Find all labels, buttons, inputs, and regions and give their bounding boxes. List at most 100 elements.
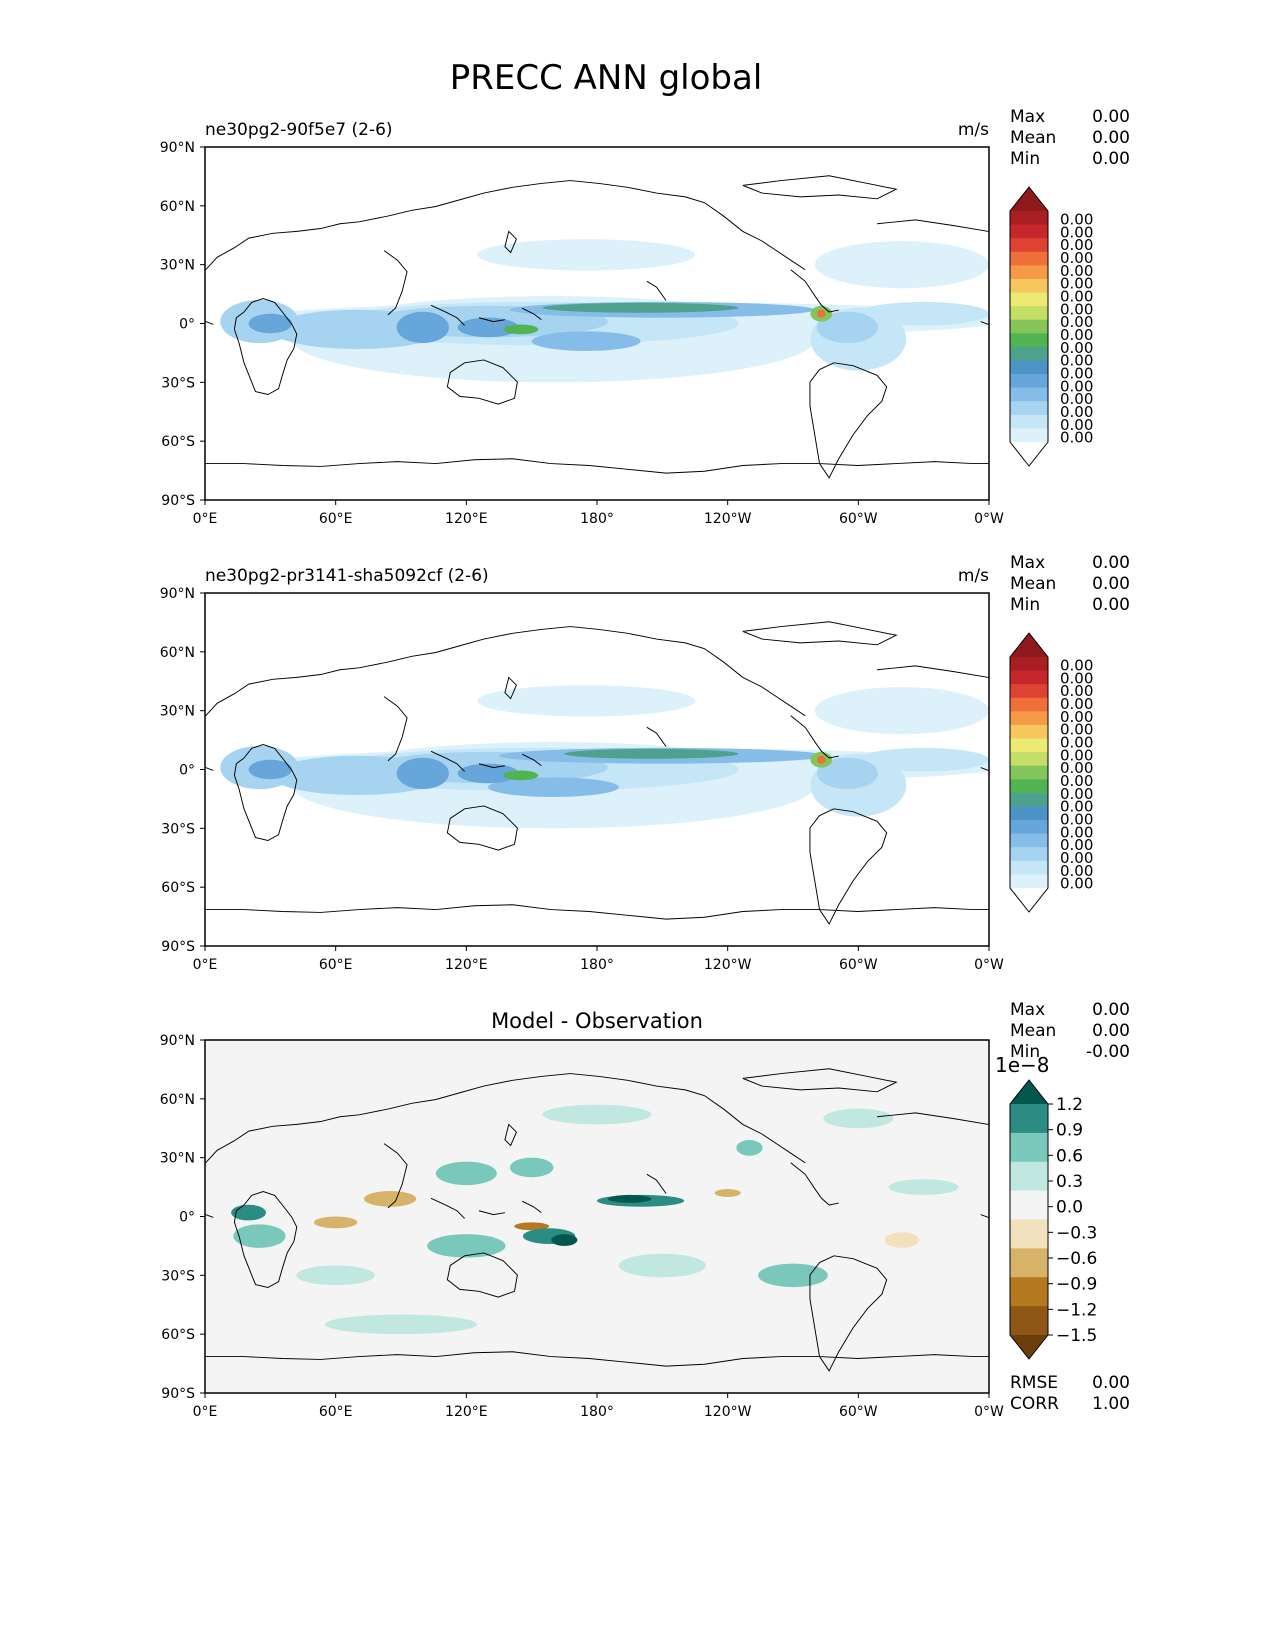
contour-blob — [531, 331, 641, 351]
colorbar-tick-label: 0.00 — [1060, 708, 1093, 726]
colorbar-tick-label: −0.6 — [1056, 1249, 1097, 1269]
contour-blob — [542, 302, 739, 313]
colorbar-tick-label: 0.00 — [1060, 223, 1093, 241]
x-tick-label: 180° — [580, 511, 614, 527]
colorbar-band — [1010, 1219, 1048, 1249]
colorbar-band — [1010, 374, 1048, 389]
colorbar-tick-label: 0.00 — [1060, 875, 1093, 893]
stat-label: Mean — [1010, 128, 1056, 148]
colorbar-band — [1010, 346, 1048, 361]
colorbar-band — [1010, 874, 1048, 889]
colorbar-tick-label: 0.00 — [1060, 275, 1093, 293]
colorbar-band — [1010, 265, 1048, 280]
colorbar-band — [1010, 779, 1048, 794]
colorbar-tick-label: −1.5 — [1056, 1326, 1097, 1346]
contour-blob — [363, 1191, 417, 1207]
colorbar-tick-label: 0.00 — [1060, 326, 1093, 344]
x-tick-label: 0°W — [974, 1404, 1004, 1420]
contour-blob — [248, 759, 293, 780]
contour-blob — [888, 1179, 959, 1195]
x-tick-label: 120°E — [445, 511, 488, 527]
contour-blob — [816, 309, 826, 318]
contour-field — [220, 239, 989, 383]
colorbar-extend-min — [1010, 442, 1048, 466]
colorbar-band — [1010, 657, 1048, 672]
contour-blob — [714, 1189, 741, 1197]
colorbar-tick-label: 1.2 — [1056, 1095, 1083, 1115]
units-label: m/s — [958, 120, 989, 140]
contour-blob — [503, 770, 539, 781]
map-panel-3: 0°E 60°E 120°E 180° 120°W 60°W 0°W 90°N 60°N 30°N… — [160, 1000, 1130, 1420]
colorbar-tick-label: −0.9 — [1056, 1275, 1097, 1295]
colorbar-band — [1010, 211, 1048, 226]
y-tick-label: 60°S — [161, 880, 195, 896]
colorbar-tick-label: 0.00 — [1060, 823, 1093, 841]
y-tick-label: 90°S — [161, 1386, 195, 1402]
x-tick-label: 120°E — [445, 957, 488, 973]
colorbar-band — [1010, 792, 1048, 807]
stat-value: 0.00 — [1092, 595, 1130, 615]
contour-blob — [435, 1161, 497, 1186]
colorbar-tick-label: 0.00 — [1060, 300, 1093, 318]
contour-blob — [509, 1157, 554, 1178]
colorbar: 1.2 0.9 0.6 0.3 0.0 −0.3 −0.6 −0.9 −1.2 −1.5 1e−8 — [995, 1053, 1097, 1360]
colorbar-band — [1010, 1161, 1048, 1192]
colorbar-tick-label: 0.00 — [1060, 236, 1093, 254]
contour-blob — [488, 777, 619, 797]
contour-blob — [313, 1216, 358, 1229]
colorbar-extend-max — [1010, 633, 1048, 657]
colorbar-extend-max — [1010, 187, 1048, 211]
contour-blob — [736, 1140, 763, 1156]
y-tick-label: 90°S — [161, 939, 195, 955]
stat-label: Mean — [1010, 574, 1056, 594]
colorbar-tick-label: 0.00 — [1060, 390, 1093, 408]
colorbar-band — [1010, 847, 1048, 862]
stat-label: Min — [1010, 149, 1040, 169]
colorbar-tick-label: 0.6 — [1056, 1146, 1083, 1166]
stat-label: Max — [1010, 1000, 1045, 1020]
colorbar-band — [1010, 711, 1048, 726]
map-panel-1: 0°E 60°E 120°E 180° 120°W 60°W 0°W 90°N 60°N 30°N… — [160, 107, 1130, 527]
colorbar-tick-label: 0.00 — [1060, 249, 1093, 267]
colorbar-band — [1010, 1248, 1048, 1278]
stat-label: Max — [1010, 553, 1045, 573]
x-tick-label: 60°E — [319, 1404, 353, 1420]
y-tick-label: 60°N — [160, 645, 195, 661]
stat-value: 0.00 — [1092, 128, 1130, 148]
contour-blob — [858, 301, 989, 326]
colorbar-band — [1010, 1277, 1048, 1307]
stat-label: Min — [1010, 1042, 1040, 1062]
stat-value: 0.00 — [1092, 574, 1130, 594]
x-tick-label: 0°W — [974, 511, 1004, 527]
stat-value: 0.00 — [1092, 1021, 1130, 1041]
x-tick-label: 0°E — [193, 957, 218, 973]
x-tick-label: 180° — [580, 1404, 614, 1420]
colorbar-band — [1010, 333, 1048, 348]
colorbar-tick-label: 0.00 — [1060, 669, 1093, 687]
colorbar-tick-label: 0.00 — [1060, 759, 1093, 777]
x-tick-label: 60°E — [319, 957, 353, 973]
colorbar-band — [1010, 360, 1048, 375]
colorbar-band — [1010, 414, 1048, 429]
colorbar-tick-label: 0.00 — [1060, 785, 1093, 803]
colorbar-band — [1010, 1104, 1048, 1134]
contour-field — [220, 685, 989, 829]
x-tick-label: 0°W — [974, 957, 1004, 973]
contour-blob — [858, 747, 989, 772]
colorbar-tick-label: −1.2 — [1056, 1300, 1097, 1320]
colorbar-extend-min — [1010, 1335, 1048, 1359]
y-tick-label: 30°N — [160, 704, 195, 720]
contour-blob — [427, 1234, 506, 1258]
map-panel-2: 0°E 60°E 120°E 180° 120°W 60°W 0°W 90°N 60°N 30°N… — [160, 553, 1130, 973]
colorbar: 0.000.000.000.000.000.000.000.000.000.00… — [1009, 186, 1093, 467]
x-tick-label: 120°W — [704, 1404, 752, 1420]
colorbar-tick-label: 0.00 — [1060, 403, 1093, 421]
contour-blob — [816, 755, 826, 764]
colorbar-tick-label: 0.00 — [1060, 746, 1093, 764]
contour-field — [231, 1104, 959, 1335]
colorbar-tick-label: −0.3 — [1056, 1223, 1097, 1243]
stat-value: 0.00 — [1092, 553, 1130, 573]
colorbar-band — [1010, 292, 1048, 307]
colorbar-tick-label: 0.00 — [1060, 695, 1093, 713]
colorbar-band — [1010, 833, 1048, 848]
